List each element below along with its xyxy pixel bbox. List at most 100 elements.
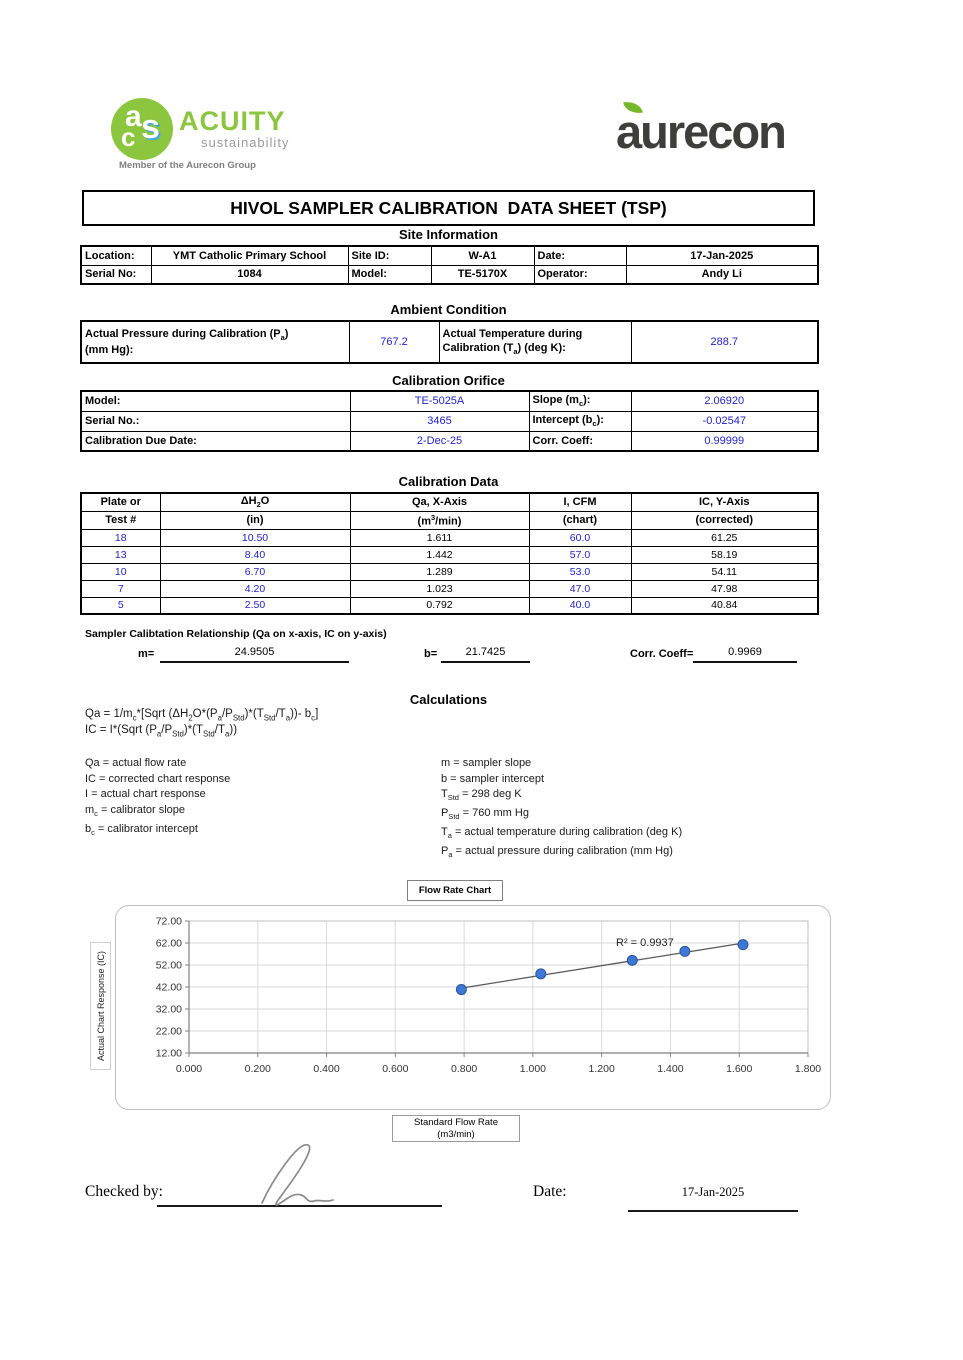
- definition: TStd = 298 deg K: [441, 788, 522, 803]
- header-row: Test # (in) (m3/min) (chart) (corrected): [80, 510, 819, 530]
- test-number: 10: [80, 562, 161, 581]
- location-label: Location:: [80, 245, 152, 266]
- test-number: 5: [80, 596, 161, 615]
- definition: I = actual chart response: [85, 788, 206, 801]
- pressure-value: 767.2: [348, 320, 440, 364]
- dh2o-value: 6.70: [159, 562, 351, 581]
- pressure-label-line2: (mm Hg):: [85, 343, 134, 356]
- chart-plot-area: 0.000 0.200 0.400 0.600 0.800 1.000 1.200 1.400…: [156, 916, 822, 1076]
- calibration-data-table: Plate or ΔH2O Qa, X-Axis I, CFM IC, Y-Ax…: [80, 492, 819, 615]
- section-heading-site-information: Site Information: [399, 227, 498, 242]
- test-number: 13: [80, 545, 161, 564]
- acuity-logo: a c s ACUITY sustainability Member of th…: [105, 96, 295, 182]
- footer-date-label: Date:: [533, 1183, 567, 1200]
- formula-ic: IC = I*(Sqrt (Pa/PStd)*(TStd/Ta)): [85, 724, 238, 739]
- table-row: 18 10.50 1.611 60.0 61.25: [80, 528, 819, 547]
- qa-value: 1.442: [349, 545, 530, 564]
- ic-value: 40.84: [630, 596, 819, 615]
- qa-value: 0.792: [349, 596, 530, 615]
- table-row: 5 2.50 0.792 40.0 40.84: [80, 596, 819, 615]
- flow-rate-chart: 0.000 0.200 0.400 0.600 0.800 1.000 1.200 1.400…: [115, 905, 831, 1110]
- intercept-label: Intercept (bc):: [528, 410, 632, 432]
- header-row: Plate or ΔH2O Qa, X-Axis I, CFM IC, Y-Ax…: [80, 492, 819, 512]
- date-label: Date:: [533, 245, 627, 266]
- formula-qa: Qa = 1/mc*[Sqrt (ΔH2O*(Pa/PStd)*(TStd/Ta…: [85, 708, 319, 723]
- definitions-right: m = sampler slope b = sampler intercept …: [441, 756, 682, 862]
- ic-value: 58.19: [630, 545, 819, 564]
- svg-text:52.00: 52.00: [156, 960, 182, 972]
- qa-value: 1.611: [349, 528, 530, 547]
- definition: Ta = actual temperature during calibrati…: [441, 825, 683, 840]
- col-header: (in): [159, 510, 351, 530]
- section-heading-calculations: Calculations: [409, 692, 488, 707]
- corr-coeff-label: Corr. Coeff:: [528, 430, 632, 452]
- definition: Pa = actual pressure during calibration …: [441, 844, 673, 859]
- signature-line: [157, 1180, 442, 1207]
- chart-x-axis-label: Standard Flow Rate (m3/min): [392, 1115, 520, 1142]
- orifice-model-value: TE-5025A: [349, 390, 530, 412]
- section-heading-calibration-data: Calibration Data: [398, 474, 499, 489]
- test-number: 7: [80, 579, 161, 598]
- col-header: (m3/min): [349, 510, 530, 530]
- col-header: I, CFM: [528, 492, 632, 512]
- i-cfm-value: 60.0: [528, 528, 632, 547]
- svg-text:32.00: 32.00: [156, 1004, 182, 1016]
- svg-text:62.00: 62.00: [156, 938, 182, 950]
- site-information-table: Location: YMT Catholic Primary School Si…: [80, 245, 819, 285]
- dh2o-value: 2.50: [159, 596, 351, 615]
- monogram-letter: a: [125, 100, 142, 133]
- dh2o-value: 4.20: [159, 579, 351, 598]
- col-header: IC, Y-Axis: [630, 492, 819, 512]
- acuity-member-line: Member of the Aurecon Group: [119, 160, 256, 171]
- coeff-value: 0.9969: [693, 646, 797, 663]
- svg-text:0.800: 0.800: [451, 1063, 477, 1075]
- x-axis-label-line2: (m3/min): [437, 1128, 475, 1140]
- slope-label: Slope (mc):: [528, 390, 632, 412]
- monogram-letter: s: [141, 108, 160, 146]
- b-label: b=: [424, 648, 438, 660]
- svg-text:1.400: 1.400: [657, 1063, 683, 1075]
- col-header: Plate or: [80, 492, 161, 512]
- chart-title: Flow Rate Chart: [407, 880, 503, 901]
- operator-value: Andy Li: [625, 264, 819, 285]
- pressure-label: Actual Pressure during Calibration (Pa) …: [80, 320, 350, 364]
- definition: IC = corrected chart response: [85, 772, 231, 785]
- section-heading-ambient-condition: Ambient Condition: [390, 302, 507, 317]
- table-row: Serial No: 1084 Model: TE-5170X Operator…: [80, 264, 819, 285]
- svg-text:0.400: 0.400: [313, 1063, 339, 1075]
- col-header: Qa, X-Axis: [349, 492, 530, 512]
- svg-text:0.000: 0.000: [176, 1063, 202, 1075]
- ambient-condition-table: Actual Pressure during Calibration (Pa) …: [80, 320, 819, 364]
- x-axis-label-line1: Standard Flow Rate: [414, 1117, 498, 1129]
- table-row: 7 4.20 1.023 47.0 47.98: [80, 579, 819, 598]
- calibration-orifice-table: Model: TE-5025A Slope (mc): 2.06920 Seri…: [80, 390, 819, 452]
- pressure-label-line1: Actual Pressure during Calibration (Pa): [85, 327, 289, 343]
- svg-text:1.800: 1.800: [795, 1063, 821, 1075]
- temperature-label-line1: Actual Temperature during: [442, 327, 583, 340]
- orifice-model-label: Model:: [80, 390, 351, 412]
- serial-value: 1084: [150, 264, 349, 285]
- definition: bc = calibrator intercept: [85, 822, 198, 837]
- svg-text:R² = 0.9937: R² = 0.9937: [616, 937, 674, 949]
- date-value: 17-Jan-2025: [625, 245, 819, 266]
- definition: PStd = 760 mm Hg: [441, 806, 529, 822]
- due-date-label: Calibration Due Date:: [80, 430, 351, 452]
- ic-value: 54.11: [630, 562, 819, 581]
- m-value: 24.9505: [160, 646, 349, 663]
- footer-date-value: 17-Jan-2025: [628, 1180, 798, 1212]
- table-row: Actual Pressure during Calibration (Pa) …: [80, 320, 819, 364]
- monogram-letter: c: [121, 122, 136, 152]
- y-axis-label-text: Actual Chart Response (IC): [95, 950, 106, 1062]
- site-id-value: W-A1: [430, 245, 535, 266]
- table-row: Serial No.: 3465 Intercept (bc): -0.0254…: [80, 410, 819, 432]
- test-number: 18: [80, 528, 161, 547]
- signature-image: [261, 1144, 334, 1206]
- orifice-serial-value: 3465: [349, 410, 530, 432]
- coeff-label: Corr. Coeff=: [630, 648, 694, 660]
- acuity-tagline: sustainability: [201, 135, 290, 150]
- model-label: Model:: [347, 264, 432, 285]
- aurecon-wordmark: aurecon: [616, 105, 787, 158]
- table-row: 13 8.40 1.442 57.0 58.19: [80, 545, 819, 564]
- intercept-value: -0.02547: [630, 410, 819, 432]
